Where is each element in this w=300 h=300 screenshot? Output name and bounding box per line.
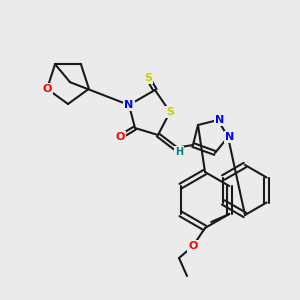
Text: S: S [144,73,152,83]
Text: O: O [188,241,198,251]
Text: H: H [175,147,183,157]
Text: S: S [166,107,174,117]
Text: N: N [225,132,235,142]
Text: N: N [124,100,134,110]
Text: O: O [42,84,52,94]
Text: O: O [115,132,125,142]
Text: N: N [215,115,225,125]
